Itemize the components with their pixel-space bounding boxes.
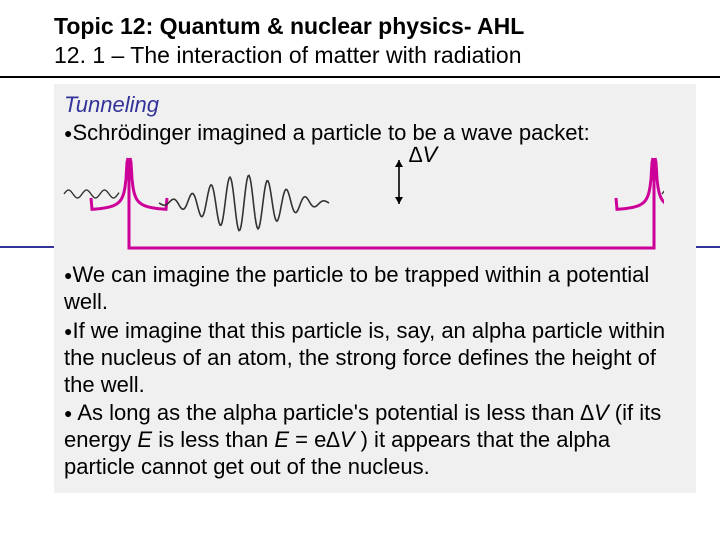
p4-text-c: is less than	[152, 427, 274, 452]
paragraph-4: As long as the alpha particle's potentia…	[64, 400, 686, 480]
section-label: Tunneling	[64, 92, 686, 118]
paragraph-2: We can imagine the particle to be trappe…	[64, 262, 686, 316]
p4-eq: = e	[289, 427, 326, 452]
delta-v-inline-2: ∆V	[326, 427, 354, 452]
delta-v-inline-1: ∆V	[581, 400, 609, 425]
tunneling-diagram: ∆V	[64, 148, 686, 256]
p4-text-a: As long as the alpha particle's potentia…	[77, 400, 580, 425]
slide-title: Topic 12: Quantum & nuclear physics- AHL	[54, 12, 666, 41]
E-inline-1: E	[137, 427, 152, 452]
content-panel: Tunneling Schrödinger imagined a particl…	[54, 84, 696, 493]
paragraph-1: Schrödinger imagined a particle to be a …	[64, 120, 686, 147]
slide-subtitle: 12. 1 – The interaction of matter with r…	[54, 41, 666, 70]
paragraph-3: If we imagine that this particle is, say…	[64, 318, 686, 398]
E-inline-2: E	[274, 427, 289, 452]
